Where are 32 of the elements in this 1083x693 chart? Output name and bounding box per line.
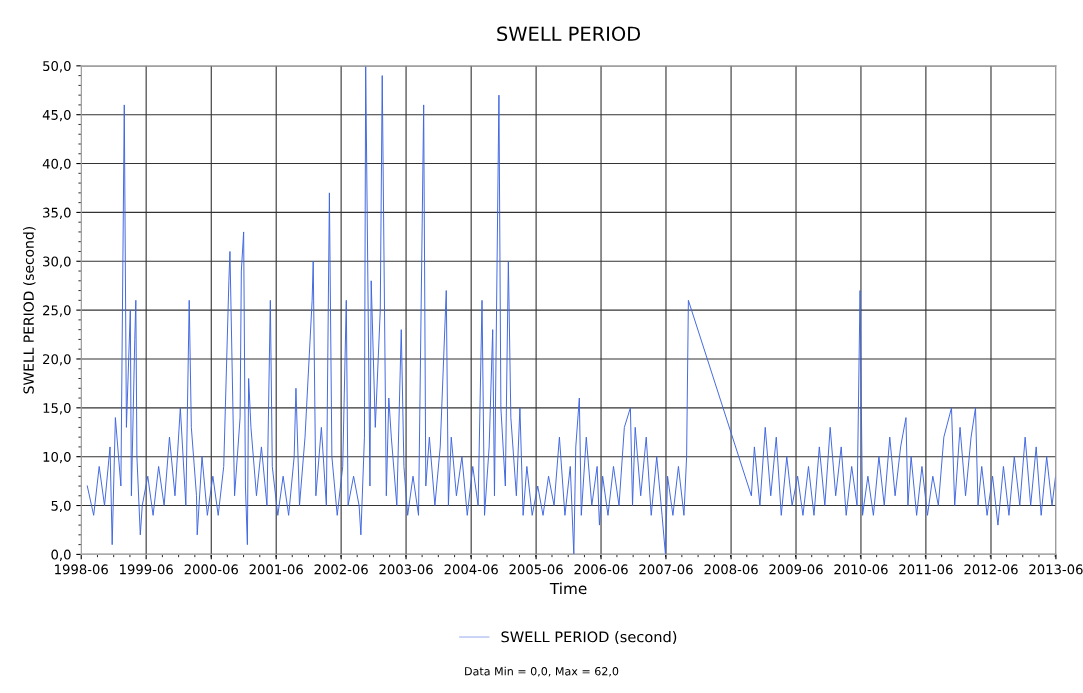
y-tick-label: 15,0 (43, 403, 71, 415)
y-tick-label: 10,0 (43, 451, 71, 464)
y-tick-label: 35,0 (43, 207, 71, 219)
y-tick-label: 40,0 (42, 158, 71, 171)
x-tick-label: 2011-06 (899, 564, 953, 575)
y-axis-title: SWELL PERIOD (second) (23, 227, 36, 394)
y-tick-label: 50,0 (43, 61, 71, 73)
y-tick-label: 25,0 (43, 305, 71, 317)
y-tick-label: 45,0 (42, 109, 71, 122)
x-tick-label: 2004-06 (444, 564, 498, 575)
x-tick-label: 2002-06 (314, 564, 368, 575)
legend-label: SWELL PERIOD (second) (501, 631, 677, 645)
x-tick-label: 2005-06 (509, 564, 563, 575)
x-tick-label: 2010-06 (834, 564, 888, 575)
y-tick-label: 30,0 (43, 256, 71, 268)
x-tick-label: 2012-06 (964, 564, 1018, 575)
x-tick-label: 2008-06 (704, 564, 758, 575)
x-tick-label: 2007-06 (639, 564, 693, 575)
x-tick-label: 2013-06 (1029, 564, 1083, 575)
text: Data Min = 0,0, Max = 62,0 (465, 666, 619, 677)
x-axis-title: Time (549, 582, 587, 595)
y-tick-label: 5,0 (51, 500, 71, 513)
x-tick-label: 2001-06 (249, 564, 303, 575)
x-tick-label: 1998-06 (55, 564, 108, 575)
x-tick-label: 1999-06 (120, 564, 173, 575)
x-tick-label: 2003-06 (379, 564, 433, 575)
x-tick-label: 2006-06 (574, 564, 628, 575)
y-tick-label: 0,0 (51, 549, 71, 561)
x-tick-label: 2000-06 (184, 564, 238, 575)
x-tick-label: 2009-06 (769, 564, 823, 575)
y-tick-label: 20,0 (43, 354, 71, 366)
chart-title: SWELL PERIOD (497, 26, 641, 42)
